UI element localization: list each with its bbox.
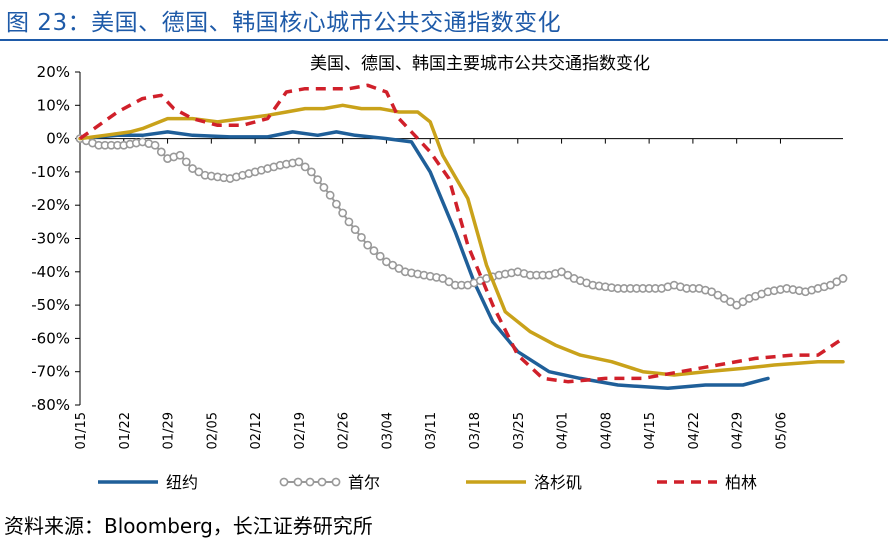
series-point [307, 167, 316, 177]
legend-item-0: 纽约 [98, 473, 198, 492]
series-point [332, 199, 341, 209]
x-tick-label: 03/18 [468, 412, 483, 449]
legend-label: 洛杉矶 [534, 473, 582, 492]
x-tick-label: 02/12 [249, 412, 264, 449]
series-layer [75, 83, 848, 391]
x-tick-label: 04/01 [556, 412, 571, 449]
y-tick-label: -10% [31, 163, 70, 181]
x-tick-label: 02/05 [205, 412, 220, 449]
y-tick-label: -60% [31, 329, 70, 347]
series-line-3 [78, 83, 844, 384]
series-point [838, 274, 848, 283]
y-tick-label: -20% [31, 196, 70, 214]
source-note: 资料来源：Bloomberg，长江证券研究所 [4, 514, 373, 538]
legend-item-1: 首尔 [279, 473, 380, 492]
series-point [338, 208, 348, 218]
series-point [363, 240, 373, 250]
legend-item-3: 柏林 [657, 473, 757, 492]
x-tick-label: 03/11 [424, 412, 439, 449]
y-tick-label: 0% [46, 130, 70, 148]
legend-swatch-marker [331, 477, 341, 487]
x-tick-label: 01/22 [118, 412, 133, 449]
title-divider [0, 39, 888, 41]
legend-label: 柏林 [725, 473, 757, 492]
y-tick-label: -80% [31, 396, 70, 414]
chart-legend: 纽约 首尔 洛杉矶 柏林 [98, 473, 757, 492]
series-line-2 [78, 103, 845, 377]
x-tick-label: 04/08 [599, 412, 614, 449]
legend-swatch-marker [317, 477, 327, 487]
series-point [156, 147, 166, 157]
x-tick-label: 01/15 [74, 412, 89, 449]
legend-swatch-marker [305, 477, 315, 487]
chart-title: 美国、德国、韩国主要城市公共交通指数变化 [310, 54, 650, 74]
series-point [294, 157, 304, 167]
line-chart: 美国、德国、韩国主要城市公共交通指数变化 20% 10% 0% -10% -20% -30… [31, 54, 848, 492]
x-tick-label: 04/22 [687, 412, 702, 449]
legend-label: 首尔 [348, 473, 380, 492]
series-point [344, 217, 354, 227]
legend-swatch-marker [279, 477, 289, 487]
x-tick-label: 04/29 [731, 412, 746, 449]
series-point [175, 150, 185, 160]
y-tick-label: 20% [37, 63, 70, 81]
x-tick-label: 04/15 [643, 412, 658, 449]
series-point [375, 251, 385, 261]
series-point [325, 190, 335, 200]
x-tick-label: 02/26 [337, 412, 352, 449]
legend-item-2: 洛杉矶 [466, 473, 582, 492]
legend-swatch-marker [293, 477, 303, 487]
series-point [181, 157, 191, 167]
y-tick-label: -30% [31, 230, 70, 248]
series-point [313, 175, 323, 185]
x-tick-label: 05/06 [774, 412, 789, 449]
figure-title: 图 23：美国、德国、韩国核心城市公共交通指数变化 [6, 10, 562, 36]
y-tick-label: -40% [31, 263, 70, 281]
series-markers-1 [75, 134, 848, 310]
legend-label: 纽约 [166, 473, 198, 492]
x-tick-label: 03/04 [380, 412, 395, 449]
x-tick-label: 01/29 [162, 412, 177, 449]
chart-axes: 20% 10% 0% -10% -20% -30% -40% -50% -60% -70% -80%… [31, 63, 843, 449]
series-point [319, 183, 329, 192]
series-point [300, 162, 310, 172]
y-tick-label: -70% [31, 363, 70, 381]
y-tick-label: 10% [37, 96, 70, 114]
series-point [350, 225, 360, 235]
series-point [369, 246, 379, 256]
series-point [150, 140, 160, 150]
y-tick-label: -50% [31, 296, 70, 314]
x-tick-label: 03/25 [512, 412, 527, 449]
x-tick-label: 02/19 [293, 412, 308, 449]
series-line-0 [78, 130, 770, 391]
series-point [357, 232, 366, 242]
